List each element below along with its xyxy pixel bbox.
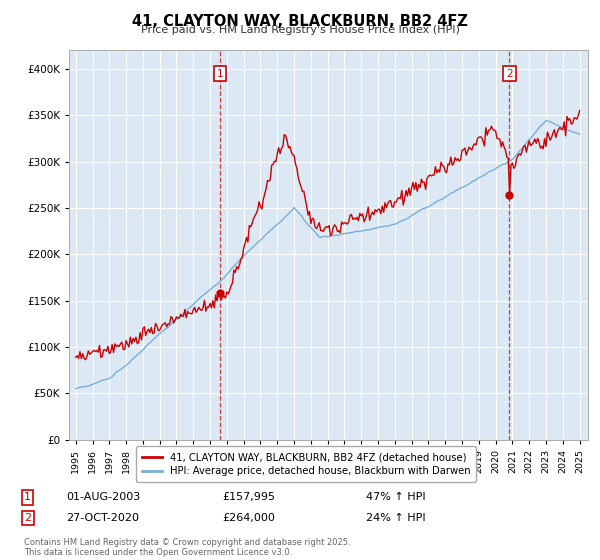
Text: £157,995: £157,995	[222, 492, 275, 502]
Text: Contains HM Land Registry data © Crown copyright and database right 2025.: Contains HM Land Registry data © Crown c…	[24, 538, 350, 547]
Text: 47% ↑ HPI: 47% ↑ HPI	[366, 492, 425, 502]
Text: Price paid vs. HM Land Registry's House Price Index (HPI): Price paid vs. HM Land Registry's House …	[140, 25, 460, 35]
Text: This data is licensed under the Open Government Licence v3.0.: This data is licensed under the Open Gov…	[24, 548, 292, 557]
Text: 41, CLAYTON WAY, BLACKBURN, BB2 4FZ: 41, CLAYTON WAY, BLACKBURN, BB2 4FZ	[132, 14, 468, 29]
Text: 01-AUG-2003: 01-AUG-2003	[66, 492, 140, 502]
Text: £264,000: £264,000	[222, 513, 275, 523]
Text: 24% ↑ HPI: 24% ↑ HPI	[366, 513, 425, 523]
Text: 2: 2	[506, 68, 513, 78]
Legend: 41, CLAYTON WAY, BLACKBURN, BB2 4FZ (detached house), HPI: Average price, detach: 41, CLAYTON WAY, BLACKBURN, BB2 4FZ (det…	[136, 446, 476, 482]
Text: 1: 1	[24, 492, 31, 502]
Text: 1: 1	[217, 68, 223, 78]
Text: 27-OCT-2020: 27-OCT-2020	[66, 513, 139, 523]
Text: 2: 2	[24, 513, 31, 523]
